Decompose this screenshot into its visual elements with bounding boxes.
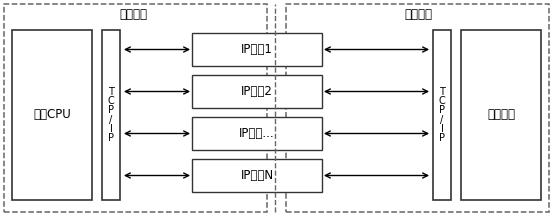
Bar	[192, 159, 322, 192]
Bar	[12, 30, 92, 200]
Bar	[192, 75, 322, 108]
Text: 平台服务: 平台服务	[487, 108, 515, 122]
Text: T
C
P
/
I
P: T C P / I P	[439, 87, 445, 143]
Text: IP通道N: IP通道N	[241, 169, 274, 182]
Text: IP通道2: IP通道2	[241, 85, 273, 98]
Text: 后端平台: 后端平台	[404, 8, 432, 21]
Bar	[102, 30, 120, 200]
Text: 主控CPU: 主控CPU	[33, 108, 71, 122]
Bar	[433, 30, 451, 200]
Bar	[4, 4, 267, 212]
Text: T
C
P
/
I
P: T C P / I P	[108, 87, 114, 143]
Bar	[286, 4, 549, 212]
Bar	[192, 33, 322, 66]
Bar	[192, 117, 322, 150]
Text: 终端设备: 终端设备	[119, 8, 147, 21]
Bar	[461, 30, 541, 200]
Text: IP通道1: IP通道1	[241, 43, 273, 56]
Text: IP通道...: IP通道...	[239, 127, 275, 140]
